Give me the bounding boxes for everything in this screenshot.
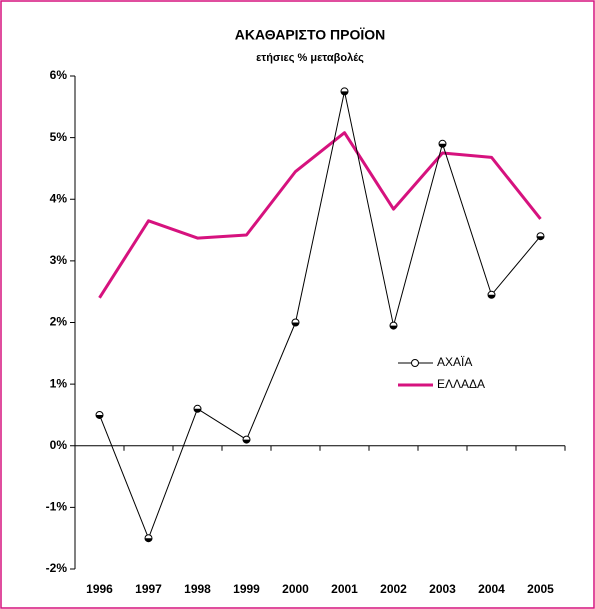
y-tick-label: 0% <box>50 438 68 452</box>
x-tick-label: 2000 <box>282 582 309 596</box>
legend-label: ΕΛΛΑΔΑ <box>437 377 485 391</box>
point-shade <box>488 294 495 299</box>
x-tick-label: 2005 <box>527 582 554 596</box>
y-tick-label: -1% <box>46 500 68 514</box>
x-tick-label: 2001 <box>331 582 358 596</box>
point-shade <box>341 91 348 95</box>
y-tick-label: 4% <box>50 191 68 205</box>
x-tick-label: 2002 <box>380 582 407 596</box>
series-line <box>99 90 541 539</box>
y-tick-label: 2% <box>50 315 68 329</box>
chart-subtitle: ετήσιες % μεταβολές <box>256 52 364 64</box>
point-shade <box>292 322 299 326</box>
y-tick-label: 6% <box>50 68 68 82</box>
y-tick-label: 3% <box>50 253 68 267</box>
x-tick-label: 1999 <box>233 582 260 596</box>
point-shade <box>537 236 544 240</box>
series-line <box>98 131 542 299</box>
chart-title: ΑΚΑΘΑΡΙΣΤΟ ΠΡΟΪΟΝ <box>235 27 386 43</box>
x-tick-label: 2004 <box>478 582 505 596</box>
y-tick-label: 1% <box>50 376 68 390</box>
point-shade <box>439 143 446 148</box>
x-tick-label: 1997 <box>135 582 162 596</box>
point-shade <box>145 538 152 542</box>
x-tick-label: 1996 <box>86 582 113 596</box>
legend-marker <box>411 359 419 367</box>
point-shade <box>96 414 103 419</box>
y-tick-label: -2% <box>46 561 68 575</box>
point-shade <box>194 408 201 413</box>
point-shade <box>243 439 250 444</box>
y-tick-label: 5% <box>50 130 68 144</box>
legend-label: ΑΧΑΪΑ <box>437 355 472 369</box>
point-shade <box>390 325 397 330</box>
x-tick-label: 1998 <box>184 582 211 596</box>
x-tick-label: 2003 <box>429 582 456 596</box>
